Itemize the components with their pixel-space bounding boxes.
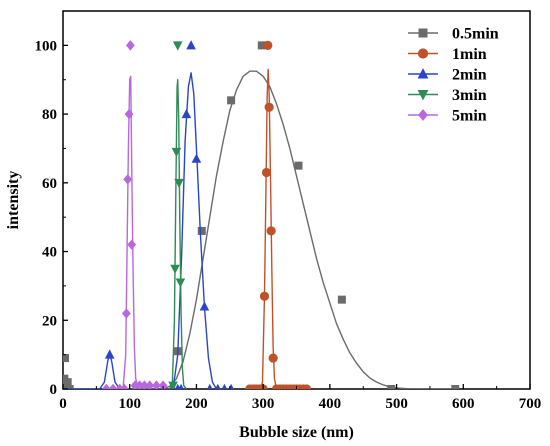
- data-point: [191, 153, 202, 163]
- x-axis-label: Bubble size (nm): [239, 424, 354, 441]
- x-tick-label: 0: [59, 396, 67, 412]
- data-point: [266, 226, 276, 236]
- data-point: [207, 383, 213, 389]
- series-line: [103, 75, 164, 389]
- data-point: [259, 291, 270, 301]
- legend-item: 3min: [408, 87, 487, 104]
- series-3min: [168, 41, 187, 389]
- x-tick-label: 500: [385, 396, 408, 412]
- data-point: [215, 383, 221, 389]
- x-tick-label: 600: [452, 396, 475, 412]
- data-point: [145, 380, 155, 389]
- data-point: [181, 108, 192, 119]
- data-point: [221, 383, 228, 389]
- data-point: [108, 383, 118, 389]
- x-tick-label: 300: [252, 396, 275, 412]
- data-point: [152, 380, 161, 389]
- legend-label: 2min: [452, 67, 487, 84]
- data-point: [387, 385, 396, 389]
- data-point: [451, 385, 460, 389]
- data-point: [104, 349, 115, 359]
- data-point: [168, 381, 178, 389]
- data-point: [178, 383, 184, 389]
- y-axis-label: intensity: [5, 171, 22, 230]
- legend-marker: [417, 68, 429, 79]
- legend-marker: [417, 48, 429, 59]
- series-layer: [63, 40, 460, 389]
- data-point: [301, 384, 312, 389]
- data-point: [294, 161, 303, 170]
- series-1min: [245, 40, 312, 389]
- legend-label: 0.5min: [452, 26, 499, 43]
- x-tick-label: 400: [319, 396, 342, 412]
- y-tick-label: 0: [50, 382, 58, 398]
- legend-marker: [417, 90, 429, 101]
- data-point: [263, 40, 273, 50]
- data-point: [123, 174, 133, 185]
- data-point: [63, 378, 72, 387]
- data-point: [261, 167, 272, 178]
- data-point: [121, 308, 131, 319]
- series-line: [251, 68, 309, 389]
- legend-item: 0.5min: [408, 26, 499, 43]
- data-point: [174, 178, 184, 189]
- series-0.5min: [63, 41, 460, 389]
- y-tick-label: 60: [42, 176, 57, 192]
- data-point: [257, 41, 266, 50]
- y-tick-label: 20: [42, 313, 57, 329]
- x-tick-label: 200: [185, 396, 208, 412]
- legend-label: 1min: [452, 46, 487, 63]
- data-point: [124, 108, 134, 120]
- legend: 0.5min 1min 2min 3min 5min: [408, 26, 499, 125]
- x-tick-label: 700: [519, 396, 542, 412]
- data-point: [158, 380, 168, 389]
- legend-label: 3min: [452, 87, 487, 104]
- legend-label: 5min: [452, 108, 487, 125]
- data-point: [125, 40, 135, 51]
- data-point: [63, 354, 70, 363]
- legend-marker: [418, 28, 428, 38]
- data-point: [186, 40, 196, 50]
- data-point: [65, 385, 74, 389]
- data-point: [227, 96, 236, 105]
- data-point: [172, 41, 183, 51]
- data-point: [337, 295, 346, 304]
- x-tick-label: 100: [118, 396, 141, 412]
- legend-item: 5min: [408, 108, 487, 125]
- data-point: [197, 226, 206, 235]
- y-tick-label: 80: [42, 107, 57, 123]
- data-point: [127, 239, 137, 250]
- legend-item: 1min: [408, 46, 487, 63]
- data-point: [170, 264, 180, 274]
- data-point: [171, 147, 182, 158]
- y-tick-label: 100: [35, 38, 58, 54]
- data-point: [175, 278, 186, 288]
- data-point: [119, 383, 129, 389]
- series-line: [169, 79, 187, 389]
- ticks-layer: 0 100 200 300 400 500 600 700 0 20 40 60 80 100: [35, 10, 542, 412]
- legend-item: 2min: [408, 67, 487, 84]
- legend-marker: [418, 109, 428, 121]
- data-point: [101, 383, 111, 389]
- series-2min: [63, 40, 234, 389]
- y-tick-label: 40: [42, 245, 57, 261]
- data-point: [264, 102, 274, 112]
- data-point: [199, 301, 210, 311]
- data-point: [268, 353, 278, 363]
- series-5min: [101, 40, 168, 389]
- series-line: [162, 70, 457, 389]
